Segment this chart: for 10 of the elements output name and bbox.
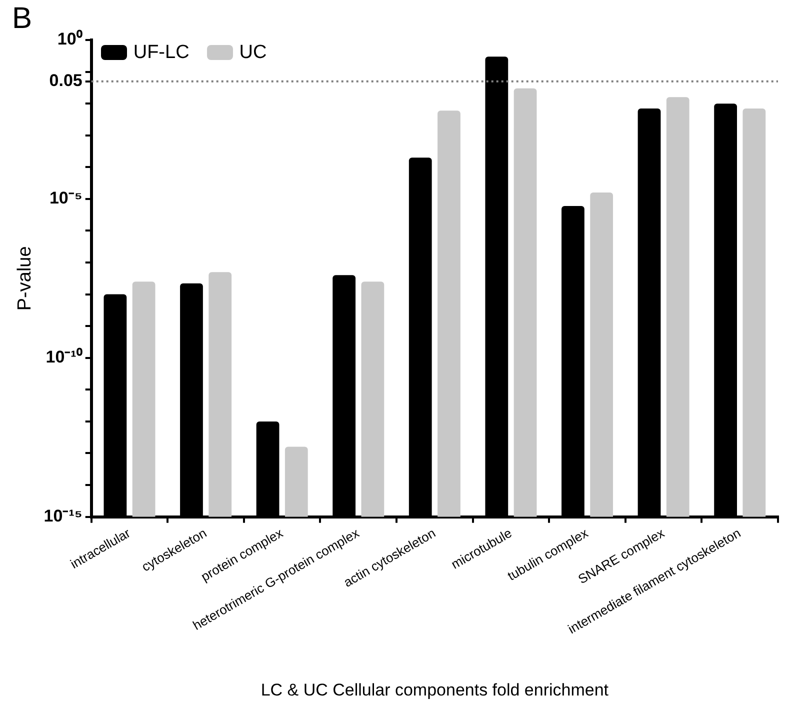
y-tick-label: 10⁻¹⁵: [44, 506, 82, 526]
y-tick-label: 10⁻⁵: [49, 188, 82, 208]
y-axis-title: P-value: [14, 246, 36, 311]
x-axis-title: LC & UC Cellular components fold enrichment: [260, 680, 609, 700]
y-tick-label: 10⁰: [57, 30, 82, 49]
legend-label: UC: [238, 42, 267, 64]
legend-label: UF-LC: [132, 42, 190, 64]
chart-title: B: [12, 2, 32, 36]
y-tick-label: 0.05: [49, 71, 82, 90]
y-tick-label: 10⁻¹⁰: [46, 348, 82, 367]
